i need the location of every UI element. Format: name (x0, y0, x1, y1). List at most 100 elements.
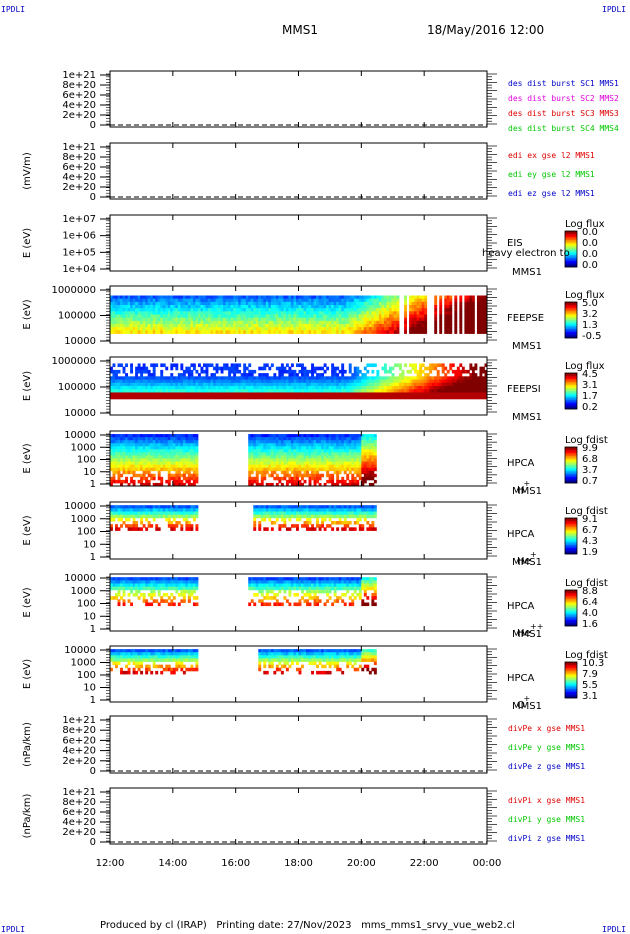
heatmap-cell (318, 386, 322, 390)
heatmap-cell (130, 470, 134, 475)
heatmap-cell (446, 392, 450, 397)
heatmap-cell (471, 320, 475, 325)
colorbar-cell (565, 481, 577, 484)
heatmap-cell (343, 305, 347, 309)
heatmap-cell (306, 389, 309, 393)
heatmap-cell (243, 389, 247, 393)
heatmap-cell (346, 327, 350, 331)
heatmap-cell (323, 440, 327, 444)
heatmap-cell (311, 476, 314, 481)
heatmap-cell (351, 295, 355, 300)
heatmap-cell (275, 452, 279, 456)
heatmap-cell (240, 395, 244, 400)
heatmap-cell (278, 461, 282, 466)
heatmap-cell (142, 363, 146, 368)
heatmap-cell (137, 301, 141, 306)
heatmap-cell (137, 505, 141, 509)
heatmap-cell (152, 473, 156, 478)
heatmap-cell (218, 386, 221, 390)
heatmap-cell (333, 458, 337, 462)
heatmap-cell (260, 446, 264, 450)
heatmap-cell (439, 386, 443, 390)
heatmap-cell (140, 373, 144, 377)
heatmap-cell (258, 320, 262, 325)
heatmap-cell (283, 449, 287, 453)
heatmap-cell (157, 314, 161, 319)
heatmap-cell (363, 437, 367, 441)
heatmap-cell (235, 369, 239, 374)
heatmap-cell (424, 330, 428, 334)
colorbar-cell (565, 232, 577, 235)
heatmap-cell (127, 440, 131, 444)
heatmap-cell (142, 369, 146, 374)
heatmap-cell (295, 373, 299, 377)
heatmap-cell (150, 317, 154, 322)
heatmap-cell (248, 317, 252, 322)
heatmap-cell (381, 392, 385, 397)
heatmap-cell (351, 311, 355, 315)
heatmap-cell (358, 440, 362, 444)
heatmap-cell (233, 320, 237, 325)
heatmap-cell (331, 461, 335, 466)
heatmap-cell (301, 327, 304, 331)
heatmap-cell (175, 317, 179, 322)
heatmap-cell (318, 301, 322, 306)
heatmap-cell (127, 382, 131, 387)
heatmap-cell (117, 505, 121, 509)
heatmap-cell (167, 452, 171, 456)
heatmap-cell (381, 298, 385, 303)
heatmap-cell (396, 386, 400, 390)
heatmap-cell (145, 470, 149, 475)
heatmap-cell (160, 437, 164, 441)
heatmap-cell (273, 382, 277, 387)
colorbar-cell (565, 240, 577, 242)
heatmap-cell (175, 482, 179, 487)
heatmap-cell (213, 298, 216, 303)
heatmap-cell (363, 458, 367, 462)
heatmap-cell (182, 434, 186, 438)
heatmap-cell (125, 301, 128, 306)
heatmap-cell (162, 363, 166, 368)
heatmap-cell (110, 366, 113, 371)
heatmap-cell (255, 301, 259, 306)
legend-entry: edi ey gse l2 MMS1 (508, 170, 595, 179)
heatmap-cell (223, 317, 227, 322)
heatmap-cell (125, 434, 128, 438)
heatmap-cell (155, 514, 159, 519)
heatmap-cell (326, 317, 330, 322)
heatmap-cell (187, 443, 191, 447)
y-axis-label: (mV/m) (22, 152, 33, 190)
heatmap-cell (177, 327, 181, 331)
heatmap-cell (341, 467, 345, 472)
colorbar-tick-label: 0.0 (582, 260, 598, 271)
heatmap-cell (115, 308, 118, 312)
heatmap-cell (120, 314, 123, 319)
heatmap-cell (285, 434, 289, 438)
heatmap-cell (399, 395, 402, 400)
colorbar-cell (565, 315, 577, 318)
heatmap-cell (280, 327, 284, 331)
heatmap-cell (192, 461, 196, 466)
heatmap-cell (228, 308, 232, 312)
heatmap-cell (323, 458, 327, 462)
heatmap-cell (167, 295, 171, 300)
heatmap-cell (449, 389, 453, 393)
colorbar-tick-label: 5.0 (582, 298, 598, 309)
heatmap-cell (293, 373, 297, 377)
heatmap-cell (185, 443, 189, 447)
heatmap-cell (223, 379, 227, 384)
heatmap-cell (386, 395, 390, 400)
heatmap-cell (424, 389, 428, 393)
heatmap-cell (336, 440, 340, 444)
heatmap-cell (160, 476, 164, 481)
heatmap-cell (245, 366, 249, 371)
heatmap-cell (308, 476, 312, 481)
heatmap-cell (263, 455, 267, 459)
heatmap-cell (348, 482, 352, 487)
heatmap-cell (157, 458, 161, 462)
heatmap-cell (165, 449, 169, 453)
heatmap-cell (356, 320, 360, 325)
heatmap-cell (306, 376, 309, 380)
heatmap-cell (275, 308, 279, 312)
heatmap-cell (306, 320, 309, 325)
